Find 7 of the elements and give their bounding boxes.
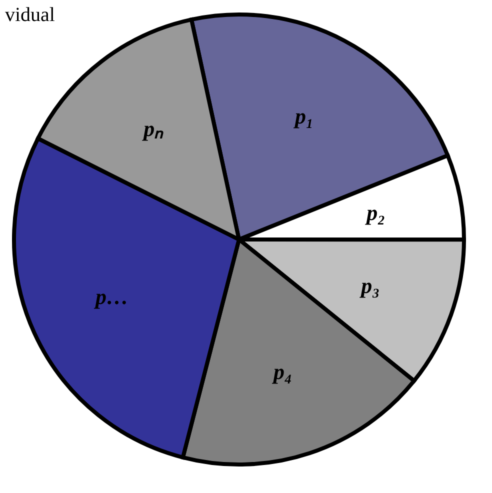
text: vidual xyxy=(5,4,56,26)
slice-label: p… xyxy=(94,284,128,310)
slice-label: p₂ xyxy=(364,200,386,226)
slice-label: p₃ xyxy=(359,273,380,298)
slice-label: p₄ xyxy=(272,358,292,384)
slice-label: pₙ xyxy=(142,116,165,142)
slice-label: p₁ xyxy=(293,103,314,128)
